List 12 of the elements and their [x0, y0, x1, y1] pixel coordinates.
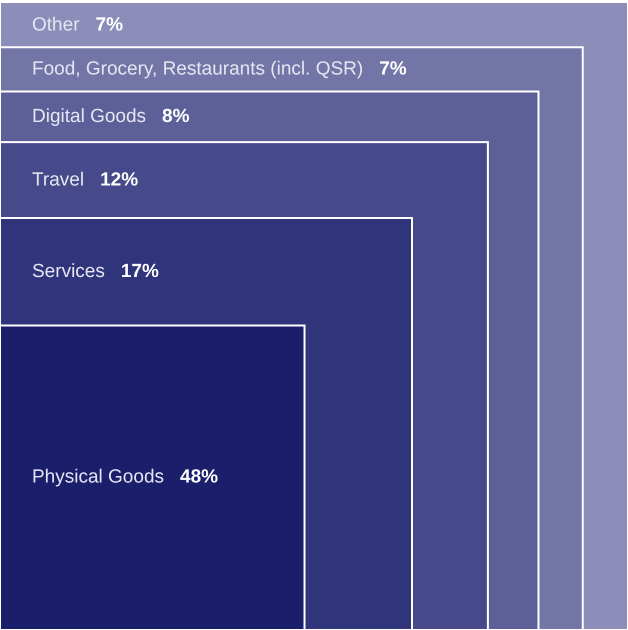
- data-label: 48%: [180, 466, 218, 488]
- data-label: 17%: [120, 260, 159, 282]
- category-label: Physical Goods: [32, 466, 164, 488]
- data-label: 7%: [96, 14, 124, 36]
- category-label: Travel: [32, 169, 84, 190]
- category-label: Other: [32, 14, 80, 36]
- category-label: Food, Grocery, Restaurants (incl. QSR): [32, 58, 364, 80]
- data-label: 12%: [100, 169, 138, 190]
- category-label: Digital Goods: [32, 106, 146, 128]
- data-label: 8%: [162, 106, 190, 128]
- data-label: 7%: [379, 58, 407, 80]
- category-label: Services: [32, 260, 105, 282]
